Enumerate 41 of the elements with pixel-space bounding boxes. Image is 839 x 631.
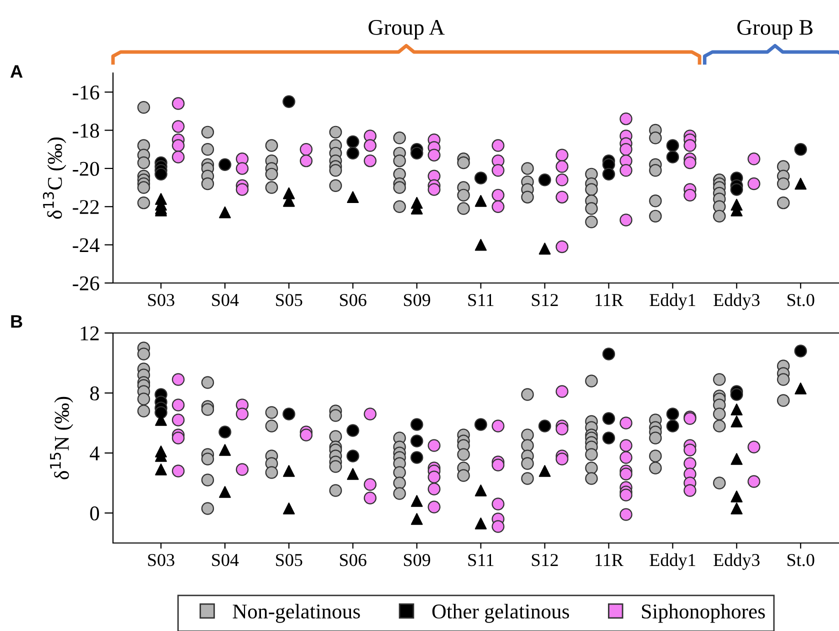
text: Group A [368,20,445,40]
x-tick-label: S06 [340,554,366,566]
legend-label: Other gelatinous [432,604,570,623]
x-tick-label: Eddy3 [714,293,760,310]
x-tick-label: S11 [468,294,494,306]
x-tick-label: St.0 [788,294,814,306]
y-tick-label: 4 [90,446,100,460]
x-tick-label: S04 [212,294,239,306]
legend-label: Siphonophores [642,604,765,623]
y-axis-title: δ$^{15}$N (‰) [50,396,74,480]
x-tick-label: 11R [596,554,624,566]
y-tick-label: -20 [72,162,100,176]
y-tick-label: 12 [80,326,99,340]
x-tick-label: Eddy1 [650,293,696,310]
text: B [11,315,22,328]
y-axis-title: δ$^{13}$C (‰) [42,138,66,219]
x-tick-label: S09 [404,294,430,306]
legend-label: Non-gelatinous [232,604,360,623]
x-tick-label: S06 [340,294,366,306]
x-tick-label: 11R [596,294,624,306]
y-tick-label: 0 [90,506,100,520]
text: A [10,65,23,78]
x-tick-label: S05 [276,554,302,566]
y-tick-label: -18 [72,124,100,138]
x-tick-label: S09 [404,554,430,566]
x-tick-label: S05 [276,294,302,306]
text: Group B [737,20,813,40]
y-tick-label: -22 [72,200,99,214]
x-tick-label: S11 [468,554,494,566]
x-tick-label: St.0 [788,554,814,566]
x-tick-label: S03 [148,554,174,566]
y-tick-label: 8 [90,386,100,400]
x-tick-label: S03 [148,294,174,306]
y-tick-label: -24 [72,238,100,252]
x-tick-label: Eddy1 [650,553,696,570]
x-tick-label: S12 [532,294,558,306]
y-tick-label: -26 [72,276,100,290]
x-tick-label: S12 [532,554,558,566]
x-tick-label: S04 [212,554,239,566]
y-tick-label: -16 [72,86,100,100]
x-tick-label: Eddy3 [714,553,760,570]
